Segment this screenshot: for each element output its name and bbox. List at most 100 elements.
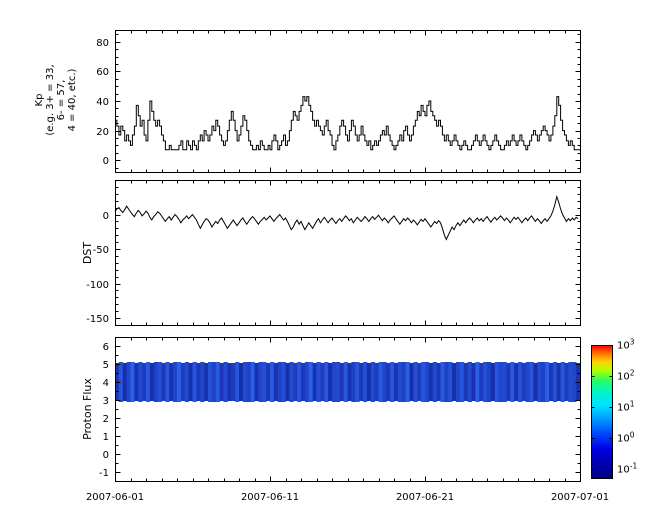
heatmap-strip — [537, 362, 542, 402]
heatmap-strip — [405, 362, 410, 402]
heatmap-strip — [390, 362, 395, 402]
heatmap-strip — [448, 362, 453, 402]
heatmap-strip — [374, 363, 379, 401]
heatmap-strip — [386, 363, 391, 401]
y-tick-label: 5 — [103, 360, 109, 371]
heatmap-strip — [254, 363, 259, 401]
x-axis-labels: 2007-06-01 2007-06-11 2007-06-21 2007-07-01 — [86, 492, 609, 503]
heatmap-strip — [347, 363, 352, 401]
colorbar-tick-label: 101 — [617, 400, 635, 414]
heatmap-strip — [138, 362, 143, 402]
panel-border — [115, 337, 581, 482]
heatmap-strip — [320, 363, 325, 401]
heatmap-strip — [239, 363, 244, 401]
y-tick-label: 3 — [103, 396, 109, 407]
y-tick-label: 60 — [96, 67, 109, 78]
heatmap-strip — [355, 362, 360, 402]
heatmap-strip — [479, 363, 484, 401]
heatmap-strip — [173, 362, 178, 402]
heatmap-strip — [196, 363, 201, 401]
heatmap-strip — [204, 363, 209, 401]
heatmap-strip — [459, 362, 465, 402]
heatmap-strip — [366, 363, 372, 401]
heatmap-strip — [188, 363, 193, 401]
colorbar-exponent: 1 — [630, 400, 635, 409]
y-tick-label: 4 — [103, 378, 109, 389]
heatmap-strip — [378, 362, 383, 402]
heatmap-strip — [394, 363, 399, 401]
heatmap-strip — [262, 362, 267, 402]
heatmap-strip — [285, 363, 290, 401]
heatmap-strip — [270, 362, 275, 402]
heatmap-strip — [273, 363, 279, 401]
heatmap-strip — [142, 363, 147, 401]
heatmap-strip — [211, 362, 217, 402]
heatmap-strip — [359, 363, 364, 401]
heatmap-strip — [545, 362, 550, 402]
heatmap-strip — [428, 363, 434, 401]
heatmap-strip — [169, 363, 174, 401]
heatmap-strip — [335, 362, 341, 402]
heatmap-strip — [463, 363, 469, 401]
x-tick-label: 2007-06-11 — [241, 492, 299, 503]
heatmap-strip — [533, 363, 538, 401]
heatmap-strip — [200, 362, 205, 402]
kp-axis-label-line: (e.g. 3+ = 33, — [45, 64, 56, 136]
y-tick-label: 0 — [103, 450, 109, 461]
panel-border — [115, 180, 581, 326]
heatmap-strip — [494, 362, 500, 402]
heatmap-strip — [351, 362, 356, 402]
heatmap-strip — [149, 363, 155, 401]
x-tick-label: 2007-06-21 — [396, 492, 454, 503]
heatmap-strip — [126, 362, 131, 402]
dst-panel: 0 -50 -100 -150 — [86, 180, 581, 326]
heatmap-strip — [242, 362, 248, 402]
heatmap-strip — [312, 363, 317, 401]
heatmap-strip — [549, 363, 554, 401]
heatmap-strip — [397, 362, 403, 402]
heatmap-strip — [215, 362, 221, 402]
heatmap-strip — [250, 362, 255, 402]
heatmap-strip — [514, 363, 519, 401]
y-tick-label: -1 — [99, 468, 109, 479]
y-tick-label: 0 — [103, 211, 109, 222]
heatmap-strip — [122, 363, 128, 401]
y-tick-label: 6 — [103, 342, 109, 353]
heatmap-strip — [529, 362, 534, 402]
heatmap-strip — [483, 362, 488, 402]
heatmap-strip — [161, 363, 166, 401]
heatmap-strip — [219, 363, 224, 401]
colorbar-exponent: -1 — [630, 462, 638, 471]
heatmap-strip — [490, 363, 496, 401]
heatmap-strip — [425, 362, 430, 402]
heatmap-strip — [281, 362, 286, 402]
heatmap-strip — [401, 362, 407, 402]
heatmap-strip — [227, 363, 232, 401]
heatmap-strip — [521, 363, 527, 401]
heatmap-strip — [246, 362, 252, 402]
heatmap-strip — [541, 362, 546, 402]
heatmap-strip — [370, 362, 376, 402]
heatmap-strip — [568, 362, 573, 402]
colorbar-tick-label: 10-1 — [617, 462, 637, 476]
x-tick-label: 2007-07-01 — [551, 492, 609, 503]
x-tick-label: 2007-06-01 — [86, 492, 144, 503]
colorbar-body — [591, 345, 613, 479]
heatmap-strip — [339, 363, 345, 401]
colorbar-exponent: 2 — [630, 369, 635, 378]
y-tick-label: -100 — [86, 280, 109, 291]
heatmap-strip — [510, 362, 515, 402]
heatmap-strip — [421, 362, 426, 402]
colorbar-exponent: 3 — [630, 338, 635, 347]
heatmap-strip — [146, 362, 151, 402]
y-tick-label: 1 — [103, 432, 109, 443]
data-line — [115, 96, 580, 151]
heatmap-strip — [382, 362, 387, 402]
heatmap-strip — [208, 362, 213, 402]
heatmap-strip — [258, 362, 263, 402]
heatmap-strip — [316, 362, 321, 402]
heatmap-strip — [308, 362, 314, 402]
heatmap-strip — [192, 362, 197, 402]
heatmap-strip — [231, 363, 236, 401]
